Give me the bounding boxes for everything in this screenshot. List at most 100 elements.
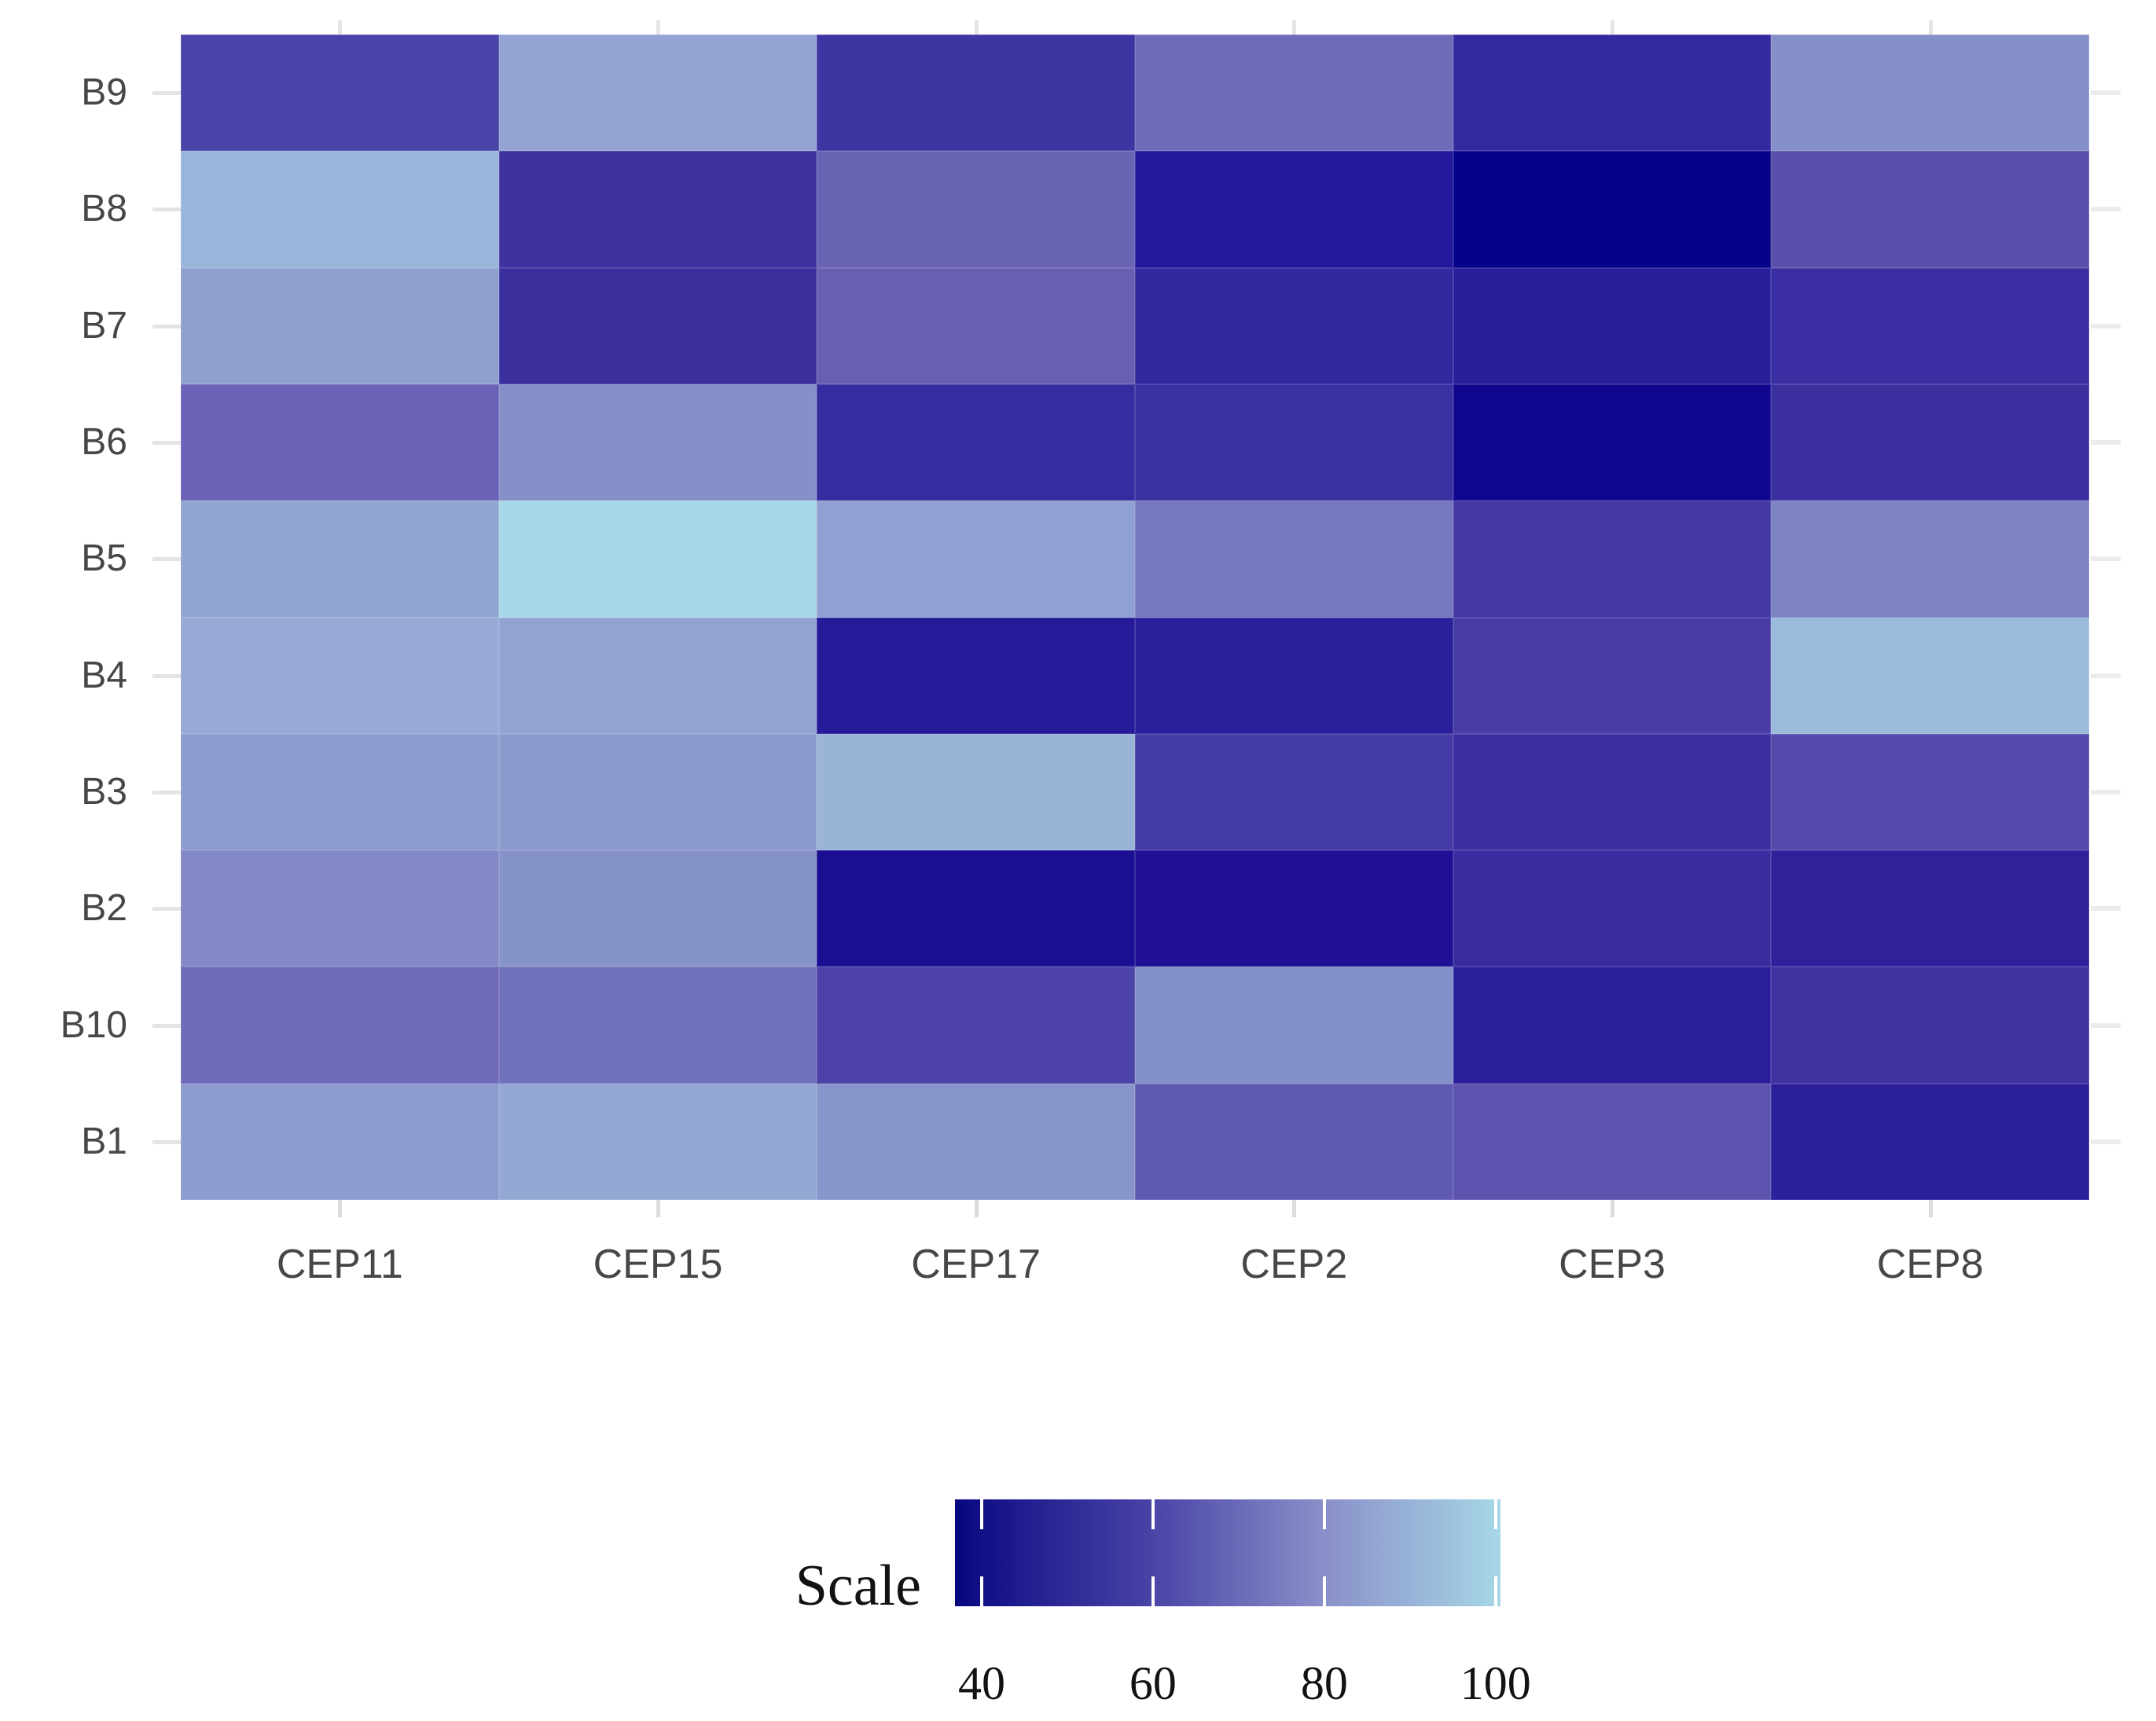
legend-tick-notch — [1493, 1576, 1497, 1606]
heatmap-panel — [181, 35, 2089, 1200]
heatmap-cell-B9-CEP15 — [498, 35, 817, 152]
x-axis-label-CEP2: CEP2 — [1240, 1242, 1348, 1287]
heatmap-cell-B8-CEP3 — [1453, 151, 1772, 268]
heatmap-cell-B7-CEP2 — [1134, 267, 1453, 384]
y-axis-tick-right — [2091, 1022, 2121, 1028]
legend-tick-label-80: 80 — [1300, 1657, 1348, 1709]
y-axis-tick-left — [152, 324, 181, 328]
y-axis-tick-right — [2091, 90, 2121, 96]
x-axis-label-CEP8: CEP8 — [1876, 1242, 1984, 1287]
heatmap-cell-B7-CEP11 — [181, 267, 499, 384]
heatmap-cell-B9-CEP11 — [181, 35, 499, 152]
legend-tick-notch — [1493, 1499, 1497, 1530]
x-axis-tick-top — [656, 20, 660, 35]
heatmap-cell-B9-CEP17 — [817, 35, 1135, 152]
heatmap-cell-B5-CEP17 — [817, 501, 1135, 618]
y-axis-tick-right — [2091, 906, 2121, 912]
heatmap-cell-B2-CEP3 — [1453, 850, 1772, 967]
heatmap-cell-B9-CEP8 — [1771, 35, 2089, 152]
heatmap-cell-B4-CEP11 — [181, 617, 499, 734]
y-axis-tick-right — [2091, 323, 2121, 328]
x-axis-label-CEP15: CEP15 — [593, 1242, 723, 1287]
y-axis-label-B1: B1 — [81, 1120, 127, 1162]
heatmap-cell-B10-CEP8 — [1771, 967, 2089, 1084]
heatmap-cell-B3-CEP8 — [1771, 733, 2089, 851]
heatmap-cell-B10-CEP15 — [498, 967, 817, 1084]
x-axis-tick-top — [338, 20, 343, 35]
heatmap-cell-B4-CEP15 — [498, 617, 817, 734]
x-axis-tick-top — [1928, 20, 1933, 35]
heatmap-cell-B7-CEP17 — [817, 267, 1135, 384]
y-axis-tick-left — [152, 207, 181, 212]
heatmap-cell-B10-CEP17 — [817, 967, 1135, 1084]
y-axis-label-B8: B8 — [81, 188, 127, 230]
y-axis-label-B7: B7 — [81, 304, 127, 347]
y-axis-tick-right — [2091, 556, 2121, 562]
x-axis-tick-top — [1611, 20, 1614, 35]
heatmap-cell-B6-CEP8 — [1771, 383, 2089, 501]
heatmap-cell-B2-CEP8 — [1771, 850, 2089, 967]
legend-tick-notch — [980, 1576, 983, 1606]
heatmap-cell-B1-CEP3 — [1453, 1083, 1772, 1200]
x-axis-tick-bottom — [1292, 1200, 1297, 1217]
y-axis-label-B10: B10 — [60, 1004, 127, 1046]
legend-tick-notch — [980, 1499, 983, 1530]
heatmap-cell-B3-CEP15 — [498, 733, 817, 851]
y-axis-label-B9: B9 — [81, 72, 127, 114]
heatmap-cell-B3-CEP3 — [1453, 733, 1772, 851]
heatmap-cell-B10-CEP11 — [181, 967, 499, 1084]
heatmap-cell-B5-CEP3 — [1453, 501, 1772, 618]
legend-title: Scale — [795, 1554, 921, 1618]
heatmap-cell-B1-CEP2 — [1134, 1083, 1453, 1200]
legend-tick-notch — [1322, 1576, 1326, 1606]
heatmap-cell-B1-CEP15 — [498, 1083, 817, 1200]
legend-tick-label-40: 40 — [958, 1657, 1005, 1709]
legend-tick-label-60: 60 — [1129, 1657, 1177, 1709]
x-axis-tick-bottom — [1928, 1200, 1933, 1217]
x-axis-tick-bottom — [1611, 1200, 1614, 1217]
x-axis-tick-bottom — [338, 1200, 343, 1217]
heatmap-cell-B8-CEP17 — [817, 151, 1135, 268]
heatmap-cell-B5-CEP2 — [1134, 501, 1453, 618]
x-axis-tick-bottom — [974, 1200, 979, 1217]
y-axis-label-B5: B5 — [81, 538, 127, 580]
y-axis-tick-left — [152, 790, 181, 794]
y-axis-label-B4: B4 — [81, 654, 127, 696]
y-axis-tick-left — [152, 91, 181, 96]
legend-tick-notch — [1322, 1499, 1326, 1530]
y-axis-tick-left — [152, 557, 181, 562]
y-axis-tick-left — [152, 441, 181, 446]
y-axis-tick-right — [2091, 1139, 2121, 1144]
y-axis-tick-right — [2091, 207, 2121, 212]
heatmap-cell-B4-CEP8 — [1771, 617, 2089, 734]
y-axis-tick-left — [152, 673, 181, 678]
heatmap-cell-B8-CEP15 — [498, 151, 817, 268]
heatmap-cell-B7-CEP15 — [498, 267, 817, 384]
heatmap-cell-B7-CEP3 — [1453, 267, 1772, 384]
heatmap-cell-B8-CEP8 — [1771, 151, 2089, 268]
heatmap-cell-B3-CEP17 — [817, 733, 1135, 851]
y-axis-label-B6: B6 — [81, 421, 127, 464]
heatmap-cell-B3-CEP2 — [1134, 733, 1453, 851]
heatmap-cell-B1-CEP8 — [1771, 1083, 2089, 1200]
legend-tick-notch — [1151, 1576, 1155, 1606]
heatmap-cell-B10-CEP3 — [1453, 967, 1772, 1084]
heatmap-cell-B6-CEP11 — [181, 383, 499, 501]
heatmap-cell-B7-CEP8 — [1771, 267, 2089, 384]
y-axis-tick-left — [152, 1023, 181, 1028]
legend-tick-label-100: 100 — [1460, 1657, 1531, 1709]
y-axis-tick-right — [2091, 789, 2121, 794]
heatmap-cell-B6-CEP17 — [817, 383, 1135, 501]
heatmap-cell-B8-CEP2 — [1134, 151, 1453, 268]
heatmap-cell-B6-CEP15 — [498, 383, 817, 501]
y-axis-tick-left — [152, 1139, 181, 1144]
heatmap-cell-B6-CEP2 — [1134, 383, 1453, 501]
heatmap-cell-B1-CEP11 — [181, 1083, 499, 1200]
x-axis-tick-top — [974, 20, 979, 35]
heatmap-cell-B5-CEP8 — [1771, 501, 2089, 618]
heatmap-cell-B4-CEP17 — [817, 617, 1135, 734]
y-axis-tick-left — [152, 907, 181, 912]
heatmap-cell-B10-CEP2 — [1134, 967, 1453, 1084]
heatmap-cell-B2-CEP15 — [498, 850, 817, 967]
